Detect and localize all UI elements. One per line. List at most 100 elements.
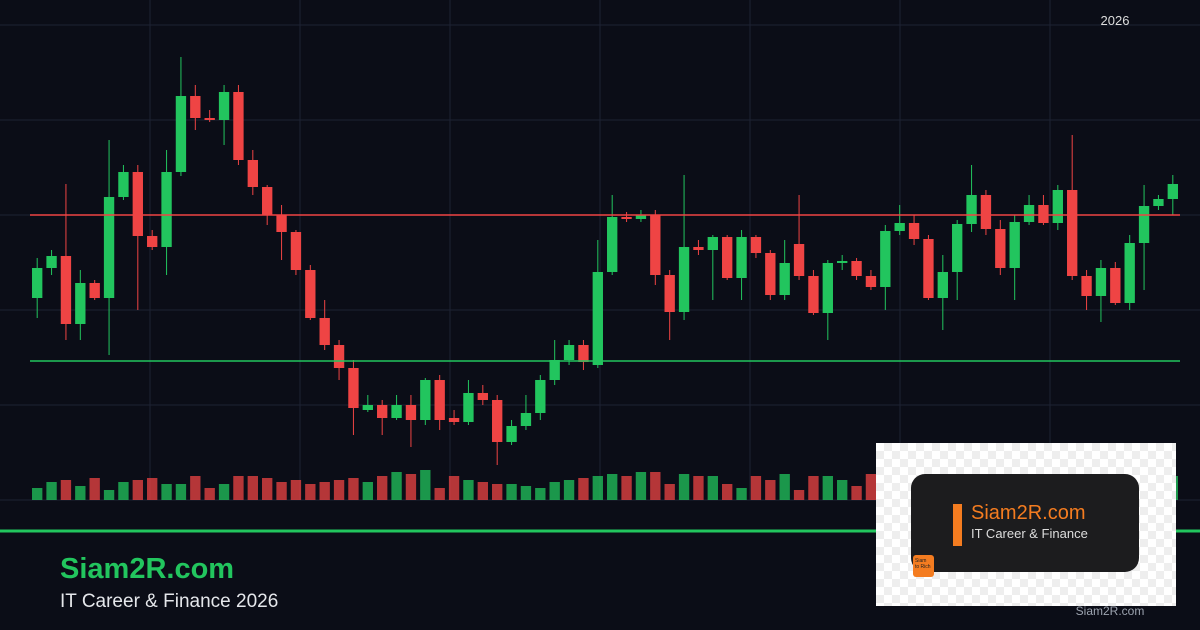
candle-body — [607, 217, 618, 272]
volume-bar — [535, 488, 546, 500]
candle-body — [348, 368, 359, 408]
candle-body — [837, 261, 848, 263]
volume-bar — [118, 482, 129, 500]
volume-bar — [822, 476, 833, 500]
candle-body — [894, 223, 905, 231]
candle-body — [937, 272, 948, 298]
volume-bar — [707, 476, 718, 500]
volume-bar — [851, 486, 862, 500]
volume-bar — [175, 484, 187, 500]
volume-bar — [190, 476, 201, 500]
candle-body — [103, 197, 115, 298]
candle-body — [434, 380, 445, 420]
card-subtitle: IT Career & Finance — [971, 526, 1088, 541]
candle-body — [1095, 268, 1107, 296]
candle-body — [377, 405, 388, 418]
volume-bar — [736, 488, 747, 500]
logo-text: to Rich — [915, 564, 931, 570]
candle-body — [75, 283, 86, 324]
footer-subtitle: IT Career & Finance 2026 — [60, 591, 278, 612]
card-title: Siam2R.com — [971, 502, 1086, 524]
candle-body — [333, 345, 345, 368]
volume-bar — [377, 476, 388, 500]
logo-text: Siam — [915, 558, 927, 564]
volume-bar — [161, 484, 172, 500]
volume-bar — [607, 474, 618, 500]
volume-bar — [678, 474, 690, 500]
volume-bar — [506, 484, 517, 500]
candle-body — [175, 96, 187, 172]
candle-body — [161, 172, 172, 247]
volume-bar — [635, 472, 647, 500]
volume-bar — [391, 472, 402, 500]
volume-bar — [333, 480, 345, 500]
candle-body — [707, 237, 718, 250]
candle-body — [405, 405, 417, 420]
candle-body — [995, 229, 1006, 268]
volume-bar — [262, 478, 273, 500]
candle-body — [290, 232, 302, 270]
volume-bar — [276, 482, 287, 500]
volume-bar — [218, 484, 230, 500]
candle-body — [147, 236, 158, 247]
candle-body — [46, 256, 57, 268]
candle-body — [1138, 206, 1150, 243]
logo-overlay: Siam2R.com IT Career & Finance Siam to Ri… — [876, 443, 1176, 606]
candle-body — [1067, 190, 1078, 276]
candle-body — [908, 223, 920, 239]
volume-bar — [722, 484, 733, 500]
volume-bar — [650, 472, 661, 500]
volume-bar — [132, 480, 143, 500]
volume-bar — [46, 482, 57, 500]
candle-body — [563, 345, 575, 360]
volume-bar — [233, 476, 244, 500]
candle-body — [305, 270, 316, 318]
candle-body — [276, 215, 287, 232]
candle-body — [118, 172, 129, 197]
candle-body — [923, 239, 934, 298]
candle-body — [1052, 190, 1063, 223]
candle-body — [204, 118, 215, 120]
volume-bar — [89, 478, 100, 500]
candle-body — [1167, 184, 1178, 199]
volume-bar — [765, 480, 776, 500]
candle-body — [1110, 268, 1121, 303]
volume-bar — [520, 486, 532, 500]
candle-body — [32, 268, 43, 298]
candle-body — [952, 224, 963, 272]
logo-badge: Siam to Rich — [913, 555, 934, 577]
volume-bar — [492, 484, 503, 500]
candle-body — [132, 172, 143, 236]
candle-body — [463, 393, 474, 422]
candle-body — [1023, 205, 1035, 222]
volume-bar — [434, 488, 445, 500]
volume-bar — [477, 482, 488, 500]
volume-bar — [463, 480, 474, 500]
candle-body — [779, 263, 790, 295]
volume-bar — [405, 474, 417, 500]
candle-body — [635, 215, 647, 219]
candle-body — [678, 247, 690, 312]
candle-body — [420, 380, 431, 420]
candle-body — [262, 187, 273, 215]
candle-body — [391, 405, 402, 418]
candle-body — [822, 263, 833, 313]
volume-bar — [247, 476, 258, 500]
volume-bar — [448, 476, 460, 500]
watermark: Siam2R.com — [1076, 604, 1145, 618]
volume-bar — [362, 482, 373, 500]
volume-bar — [348, 478, 359, 500]
year-label: 2026 — [1101, 13, 1130, 28]
candle-body — [1038, 205, 1049, 223]
logo-card: Siam2R.com IT Career & Finance — [911, 474, 1139, 572]
candle-body — [247, 160, 258, 187]
candle-body — [693, 247, 704, 250]
candle-body — [592, 272, 603, 365]
candle-body — [880, 231, 891, 287]
candle-body — [664, 275, 675, 312]
volume-bar — [147, 478, 158, 500]
volume-bar — [779, 474, 790, 500]
volume-bar — [578, 478, 589, 500]
marks — [30, 57, 1180, 500]
